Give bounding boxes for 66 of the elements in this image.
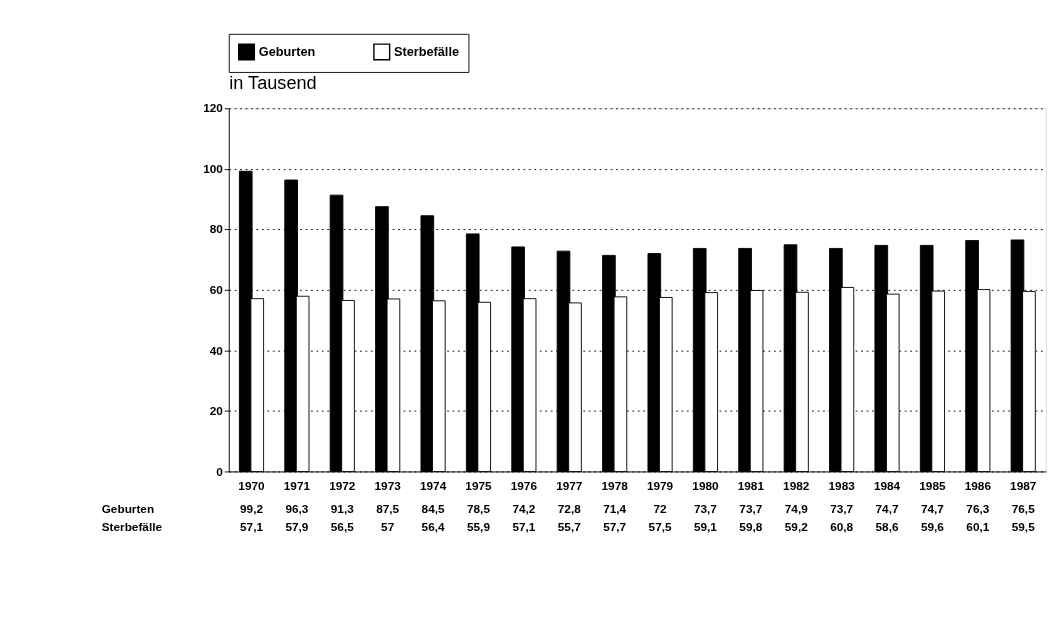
- data-label: 76,5: [1011, 502, 1036, 517]
- legend-label: Sterbefälle: [394, 43, 459, 59]
- x-tick-label: 1975: [465, 479, 493, 494]
- x-tick-label: 1972: [329, 479, 356, 494]
- data-label: 57,5: [648, 520, 672, 535]
- data-label: 72: [653, 502, 668, 517]
- data-label: 74,7: [920, 502, 945, 517]
- x-tick-label: 1971: [283, 479, 311, 494]
- data-label: 57,9: [285, 520, 309, 535]
- x-tick-label: 1973: [374, 479, 402, 494]
- data-label: 78,5: [466, 502, 491, 517]
- y-tick-label: 20: [209, 404, 224, 419]
- data-label: 96,3: [285, 502, 309, 517]
- x-tick-label: 1983: [828, 479, 856, 494]
- data-label: 56,5: [330, 520, 355, 535]
- data-label: 58,6: [875, 520, 899, 535]
- data-label: 57,1: [240, 520, 264, 535]
- data-label: 57: [381, 520, 395, 535]
- data-label: 74,9: [784, 502, 809, 517]
- x-tick-label: 1980: [692, 479, 720, 494]
- data-label: 57,7: [603, 520, 627, 535]
- y-axis-title: in Tausend: [229, 72, 317, 93]
- data-label: 91,3: [330, 502, 355, 517]
- y-tick-label: 100: [203, 161, 224, 176]
- data-label: 57,1: [512, 520, 536, 535]
- data-label: 73,7: [739, 502, 763, 517]
- data-label: 59,2: [784, 520, 809, 535]
- x-tick-label: 1979: [646, 479, 674, 494]
- data-label: 73,7: [693, 502, 718, 517]
- x-tick-label: 1984: [873, 479, 901, 494]
- y-tick-label: 80: [209, 222, 224, 237]
- legend-label: Geburten: [258, 43, 316, 59]
- data-label: 87,5: [376, 502, 400, 517]
- y-tick-label: 40: [209, 343, 224, 358]
- data-label: 99,2: [240, 502, 264, 517]
- y-tick-label: 60: [209, 282, 224, 297]
- data-label: 59,8: [739, 520, 763, 535]
- data-label: 59,1: [693, 520, 718, 535]
- text: Sterbefälle: [101, 520, 163, 535]
- data-label: 71,4: [603, 502, 627, 517]
- y-tick-label: 0: [216, 464, 224, 479]
- data-label: 73,7: [830, 502, 854, 517]
- data-label: 59,5: [1011, 520, 1036, 535]
- data-label: 72,8: [557, 502, 582, 517]
- x-tick-label: 1982: [783, 479, 810, 494]
- data-label: 55,9: [466, 520, 491, 535]
- data-label: 55,7: [557, 520, 582, 535]
- x-tick-label: 1977: [556, 479, 583, 494]
- x-tick-label: 1987: [1010, 479, 1037, 494]
- data-label: 74,2: [512, 502, 536, 517]
- data-label: 76,3: [966, 502, 990, 517]
- data-label: 84,5: [421, 502, 445, 517]
- data-label: 74,7: [875, 502, 899, 517]
- x-tick-label: 1976: [510, 479, 538, 494]
- y-tick-label: 120: [203, 101, 224, 116]
- text: Geburten: [101, 502, 155, 517]
- x-tick-label: 1981: [737, 479, 765, 494]
- x-tick-label: 1978: [601, 479, 629, 494]
- data-label: 59,6: [920, 520, 945, 535]
- data-label: 56,4: [421, 520, 445, 535]
- data-label: 60,8: [830, 520, 854, 535]
- x-tick-label: 1970: [238, 479, 266, 494]
- x-tick-label: 1974: [419, 479, 447, 494]
- x-tick-label: 1985: [919, 479, 946, 494]
- data-label: 60,1: [966, 520, 990, 535]
- x-tick-label: 1986: [964, 479, 992, 494]
